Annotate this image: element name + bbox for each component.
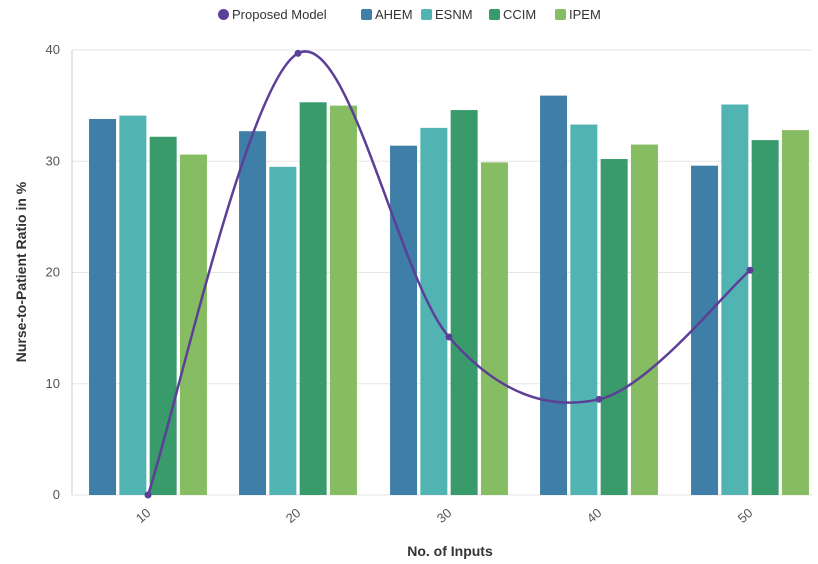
bar-ahem-40 [540,95,568,496]
y-axis-label: Nurse-to-Patient Ratio in % [13,181,29,362]
legend-swatch [421,9,432,20]
proposed-model-point-50 [746,266,754,274]
y-tick-label: 0 [53,487,60,502]
proposed-model-point-30 [445,333,453,341]
bar-ccim-50 [751,140,779,496]
legend-item-esnm: ESNM [421,7,473,22]
bar-esnm-30 [420,127,448,495]
y-tick-label: 10 [46,376,60,391]
legend-item-proposed-model: Proposed Model [218,7,327,22]
x-tick-label: 30 [434,505,455,526]
legend-label: ESNM [435,7,473,22]
y-tick-label: 40 [46,42,60,57]
proposed-model-line-layer [144,49,754,499]
proposed-model-point-40 [595,395,603,403]
bar-esnm-20 [269,166,297,495]
x-axis-label: No. of Inputs [407,543,493,559]
bar-ahem-30 [390,145,418,496]
bar-ahem-10 [89,118,117,495]
legend-swatch [218,9,229,20]
legend-label: CCIM [503,7,536,22]
bars [89,95,809,496]
bar-esnm-40 [570,124,598,495]
bar-ipem-40 [630,144,658,495]
proposed-model-point-10 [144,491,152,499]
legend-item-ahem: AHEM [361,7,413,22]
bar-esnm-50 [721,104,749,495]
bar-ccim-30 [450,110,478,495]
bar-ccim-40 [600,159,628,495]
bar-ccim-20 [299,102,327,495]
x-tick-labels: 10 20 30 40 50 [133,505,756,526]
y-tick-label: 20 [46,265,60,280]
legend-label: Proposed Model [232,7,327,22]
bar-ahem-50 [691,165,719,495]
bar-ipem-30 [480,162,508,496]
legend-label: AHEM [375,7,413,22]
legend-item-ipem: IPEM [555,7,601,22]
bar-ahem-20 [239,131,267,495]
legend-swatch [361,9,372,20]
bar-ipem-50 [781,130,809,495]
x-tick-label: 50 [735,505,756,526]
proposed-model-point-20 [294,49,302,57]
legend-item-ccim: CCIM [489,7,536,22]
x-tick-label: 10 [133,505,154,526]
proposed-model-line [146,50,751,496]
y-tick-label: 30 [46,153,60,168]
bar-ccim-10 [149,136,177,495]
x-tick-label: 40 [584,505,605,526]
legend-label: IPEM [569,7,601,22]
y-tick-labels: 0 10 20 30 40 [46,42,60,502]
bar-esnm-10 [119,115,147,495]
legend-swatch [489,9,500,20]
bar-ipem-20 [329,105,357,495]
x-tick-label: 20 [283,505,304,526]
legend: Proposed Model AHEM ESNM CCIM IPEM [218,7,601,22]
legend-swatch [555,9,566,20]
